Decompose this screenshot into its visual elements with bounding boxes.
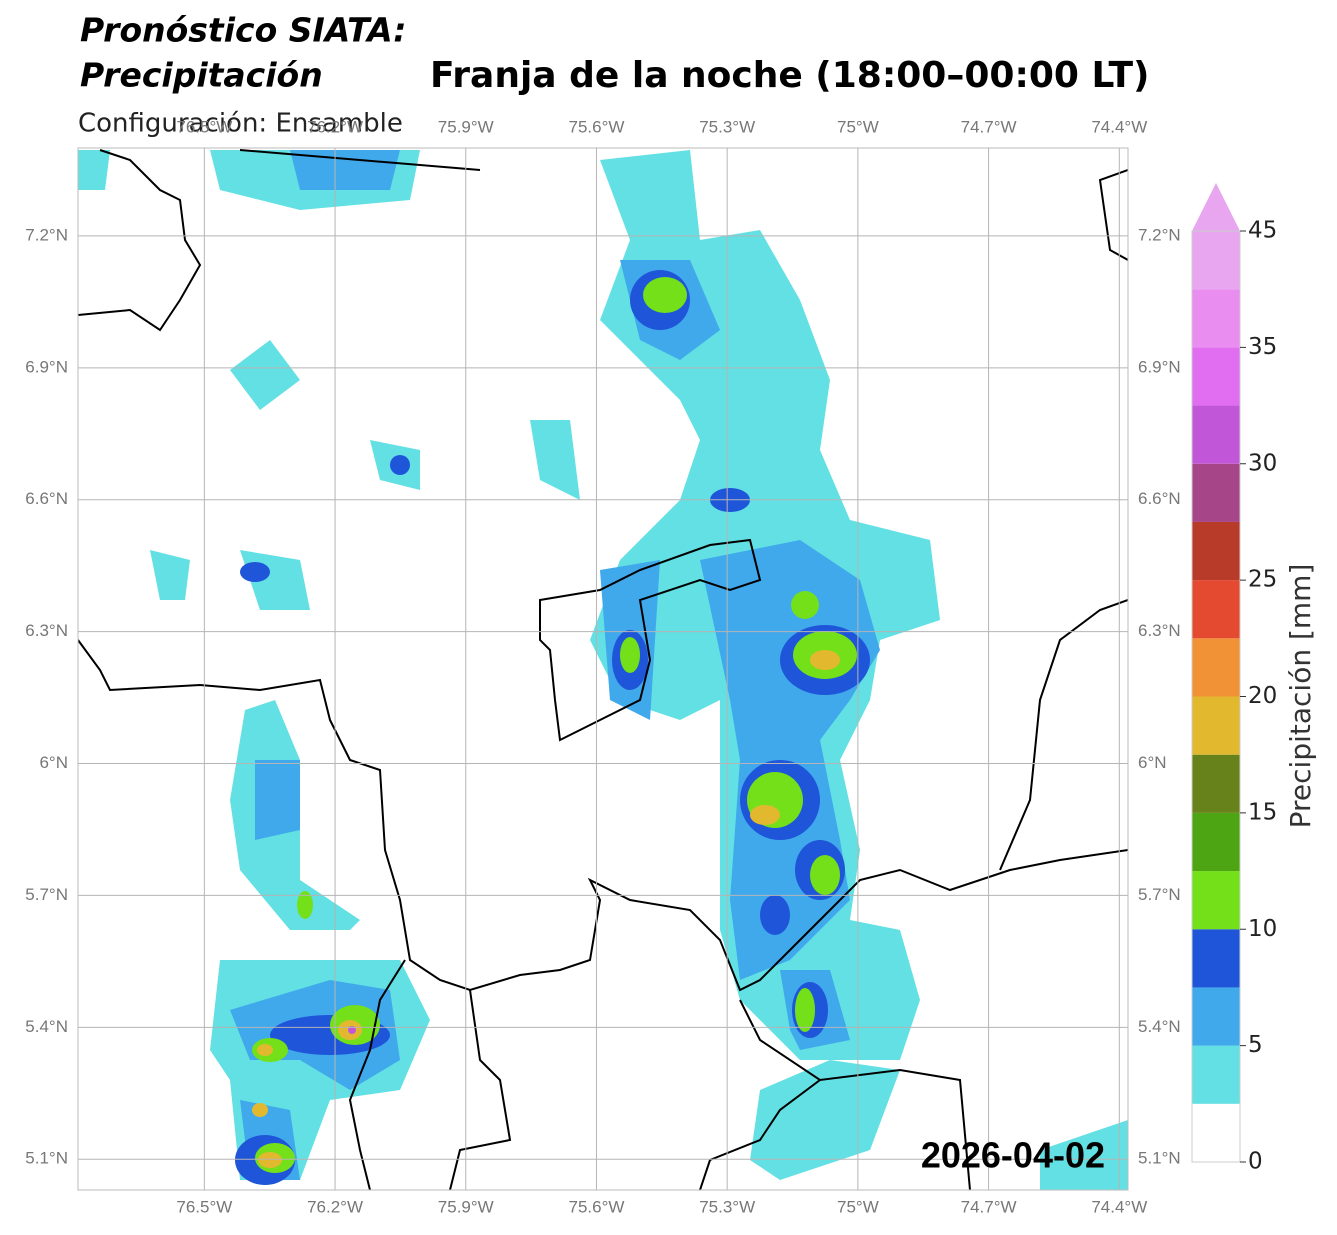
colorbar-segment — [1192, 231, 1240, 290]
colorbar-tick-label: 5 — [1248, 1032, 1263, 1058]
colorbar-tick-label: 0 — [1248, 1149, 1263, 1175]
colorbar-segment — [1192, 463, 1240, 522]
y-tick-label: 5.4°N — [25, 1017, 68, 1036]
colorbar-segment — [1192, 405, 1240, 464]
map-frame — [77, 147, 1129, 1191]
y-tick-label: 6.9°N — [1138, 357, 1181, 376]
y-tick-label: 6.3°N — [25, 621, 68, 640]
x-tick-label: 74.7°W — [961, 1197, 1017, 1216]
rain-light — [78, 150, 1128, 1190]
x-tick-label: 74.4°W — [1091, 117, 1147, 136]
colorbar-segment — [1192, 812, 1240, 872]
colorbar-segment — [1192, 1103, 1240, 1162]
colorbar-segment — [1192, 929, 1240, 988]
x-tick-label: 75.6°W — [568, 1197, 624, 1216]
x-tick-label: 75.9°W — [438, 117, 494, 136]
title: Pronóstico SIATA: — [80, 11, 406, 50]
colorbar-segment — [1192, 987, 1240, 1046]
y-tick-label: 6°N — [39, 753, 68, 772]
configuration: Configuración: Ensamble — [78, 109, 403, 139]
y-tick-label: 5.1°N — [1138, 1149, 1181, 1168]
precipitation-field — [78, 149, 1128, 1190]
x-tick-label: 76.2°W — [307, 117, 363, 136]
colorbar-tick-label: 15 — [1248, 799, 1277, 825]
colorbar-tick-label: 45 — [1248, 218, 1277, 244]
x-tick-label: 75°W — [837, 117, 879, 136]
rain-peak — [348, 1026, 356, 1034]
x-tick-label: 76.5°W — [176, 117, 232, 136]
colorbar-label: Precipitación [mm] — [1284, 564, 1317, 829]
y-tick-label: 6.9°N — [25, 357, 68, 376]
y-tick-label: 5.7°N — [25, 885, 68, 904]
colorbar-tick-label: 10 — [1248, 916, 1277, 942]
title: Precipitación — [80, 56, 323, 95]
colorbar-segment — [1192, 521, 1240, 581]
x-tick-label: 74.7°W — [961, 117, 1017, 136]
colorbar-tick-label: 20 — [1248, 683, 1277, 709]
colorbar-segment — [1192, 347, 1240, 406]
y-tick-label: 5.7°N — [1138, 885, 1181, 904]
colorbar-segment — [1192, 754, 1240, 813]
borders — [78, 149, 1128, 1190]
colorbar-segment — [1192, 1045, 1240, 1104]
y-tick-label: 7.2°N — [25, 225, 68, 244]
x-tick-label: 76.2°W — [307, 1197, 363, 1216]
colorbar-segment — [1192, 871, 1240, 930]
colorbar-extend — [1192, 183, 1240, 231]
y-tick-label: 6°N — [1138, 753, 1167, 772]
colorbar-segment — [1192, 289, 1240, 348]
colorbar-tick-label: 25 — [1248, 567, 1277, 593]
colorbar-tick-label: 35 — [1248, 334, 1277, 360]
colorbar-segment — [1192, 580, 1240, 639]
date: 2026-04-02 — [921, 1135, 1105, 1176]
y-tick-label: 6.6°N — [1138, 489, 1181, 508]
x-tick-label: 75.6°W — [568, 117, 624, 136]
colorbar-segment — [1192, 638, 1240, 697]
y-tick-label: 5.1°N — [25, 1149, 68, 1168]
y-tick-label: 7.2°N — [1138, 225, 1181, 244]
x-tick-label: 75.9°W — [438, 1197, 494, 1216]
subtitle: Franja de la noche (18:00–00:00 LT) — [430, 55, 1149, 96]
x-tick-label: 75.3°W — [699, 1197, 755, 1216]
x-tick-label: 76.5°W — [176, 1197, 232, 1216]
x-tick-label: 75°W — [837, 1197, 879, 1216]
x-tick-label: 75.3°W — [699, 117, 755, 136]
x-tick-label: 74.4°W — [1091, 1197, 1147, 1216]
title-backdrop — [0, 0, 437, 146]
y-tick-label: 6.6°N — [25, 489, 68, 508]
colorbar-segment — [1192, 696, 1240, 755]
y-tick-label: 5.4°N — [1138, 1017, 1181, 1036]
colorbar-tick-label: 30 — [1248, 450, 1277, 476]
y-tick-label: 6.3°N — [1138, 621, 1181, 640]
